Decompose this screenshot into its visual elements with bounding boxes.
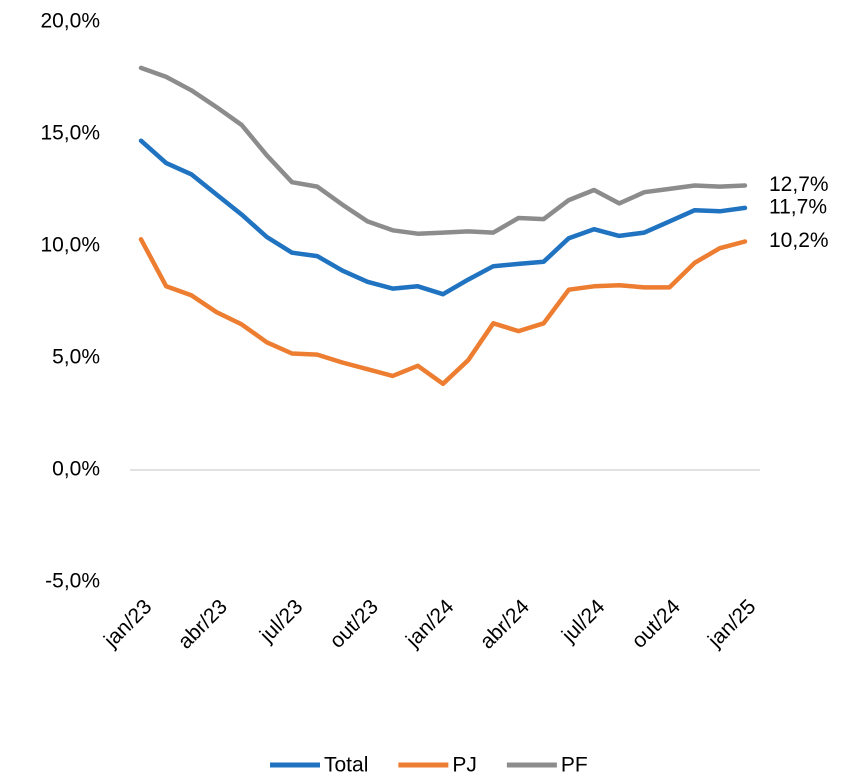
line-series: [138, 138, 748, 297]
y-tick-label: 5,0%: [52, 346, 100, 369]
y-tick-label: -5,0%: [45, 570, 100, 593]
data-label: 12,7%: [769, 173, 829, 196]
y-tick-label: 20,0%: [40, 10, 100, 33]
x-tick-label: jul/24: [557, 595, 610, 648]
x-tick-label: abr/24: [476, 595, 535, 654]
line-series: [138, 65, 748, 236]
x-tick-label: jul/23: [255, 595, 307, 647]
y-tick-label: 10,0%: [40, 234, 100, 257]
legend-label: PF: [561, 754, 588, 777]
x-tick-label: out/23: [325, 595, 383, 653]
x-tick-label: jan/25: [703, 595, 760, 652]
line-series: [138, 237, 748, 387]
x-tick-label: jan/24: [401, 595, 459, 653]
data-label: 11,7%: [769, 195, 827, 218]
y-tick-label: 15,0%: [40, 122, 100, 145]
data-label: 10,2%: [769, 229, 829, 252]
legend-label: PJ: [452, 754, 477, 777]
legend-label: Total: [324, 754, 368, 777]
x-tick-label: abr/23: [174, 595, 232, 653]
x-tick-label: jan/23: [99, 595, 156, 652]
legend: Total PJ PF: [270, 754, 588, 777]
y-tick-label: 0,0%: [52, 458, 100, 481]
x-tick-label: out/24: [627, 595, 685, 653]
